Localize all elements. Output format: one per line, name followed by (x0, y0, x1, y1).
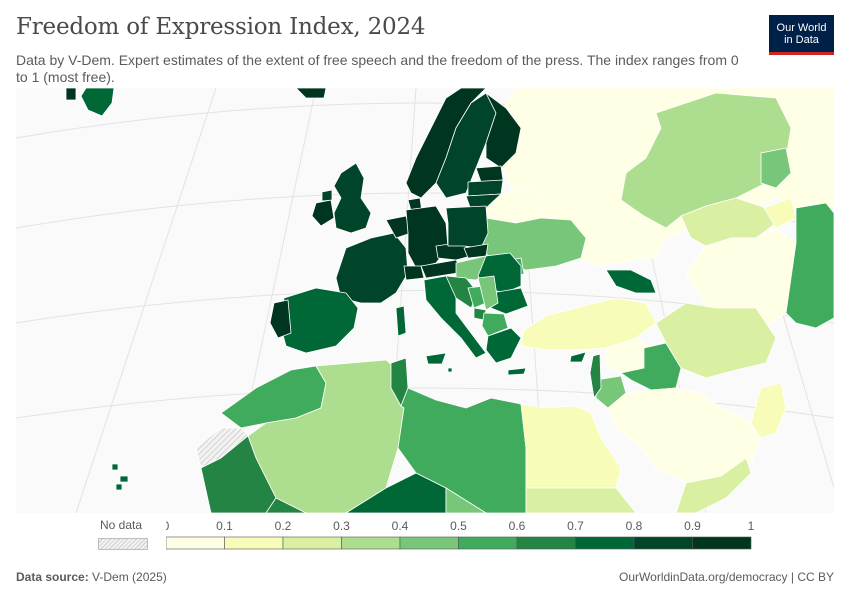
legend-bin[interactable] (399, 536, 459, 550)
region-iran-west[interactable] (655, 302, 777, 379)
source-label: Data source: (16, 570, 89, 584)
legend-tick-label: 0.5 (450, 519, 467, 533)
source-value[interactable]: V-Dem (2025) (92, 570, 167, 584)
region-poland[interactable] (445, 205, 489, 249)
region-sudan[interactable] (525, 487, 637, 513)
chart-title: Freedom of Expression Index, 2024 (16, 14, 426, 40)
region-malta[interactable] (447, 367, 453, 373)
legend-bin[interactable] (633, 536, 693, 550)
region-yemen[interactable] (675, 457, 752, 513)
legend-no-data-swatch[interactable] (98, 538, 148, 550)
legend-tick-label: 0.4 (392, 519, 409, 533)
legend-no-data-label: No data (100, 518, 143, 532)
region-central-asia[interactable] (680, 197, 777, 247)
region-iceland-west[interactable] (65, 88, 77, 101)
legend-bin[interactable] (282, 536, 342, 550)
region-caucasus[interactable] (605, 269, 657, 294)
legend-bin[interactable] (224, 536, 284, 550)
legend-tick-label: 0.7 (567, 519, 584, 533)
region-iberia[interactable] (280, 287, 359, 354)
region-n-ireland[interactable] (321, 189, 333, 202)
region-canary-islands[interactable] (111, 463, 119, 471)
region-egypt[interactable] (520, 403, 622, 489)
legend-tick-label: 0.2 (275, 519, 292, 533)
legend-bin[interactable] (458, 536, 518, 550)
region-sardinia[interactable] (395, 305, 407, 337)
legend-tick-label: 0.6 (509, 519, 526, 533)
footer-link[interactable]: OurWorldinData.org/democracy | CC BY (619, 570, 834, 584)
region-portugal[interactable] (269, 299, 292, 339)
region-turkey[interactable] (520, 297, 657, 351)
region-estonia[interactable] (475, 165, 504, 183)
region-israel[interactable] (589, 353, 602, 399)
region-oman-uae[interactable] (750, 382, 787, 439)
legend-bin[interactable] (341, 536, 401, 550)
region-sicily[interactable] (425, 352, 447, 365)
legend-tick-label: 0 (166, 519, 170, 533)
region-greece[interactable] (485, 327, 522, 364)
region-albania-macedonia[interactable] (481, 312, 509, 337)
region-cyprus[interactable] (569, 351, 587, 363)
legend-tick-label: 0.1 (216, 519, 233, 533)
region-canary-islands-2[interactable] (119, 475, 129, 483)
legend-tick-label: 1 (748, 519, 755, 533)
region-latvia[interactable] (467, 179, 504, 197)
region-france[interactable] (335, 232, 409, 304)
region-mauritania[interactable] (200, 435, 277, 513)
choropleth-map[interactable] (16, 88, 834, 513)
legend-bin[interactable] (516, 536, 576, 550)
legend-tick-label: 0.8 (626, 519, 643, 533)
logo-line-2: in Data (784, 33, 819, 46)
region-pakistan[interactable] (785, 202, 834, 329)
legend-bin[interactable] (575, 536, 635, 550)
region-faroe[interactable] (295, 88, 327, 99)
legend-bin[interactable] (692, 536, 752, 550)
legend-tick-label: 0.3 (333, 519, 350, 533)
region-chad[interactable] (445, 487, 487, 513)
legend-color-scale: 0 0.1 0.2 0.3 0.4 0.5 0.6 0.7 0.8 0.9 1 (166, 519, 755, 550)
region-united-kingdom[interactable] (333, 162, 372, 234)
region-kyrgyzstan[interactable] (760, 147, 792, 189)
logo-line-1: Our World (776, 21, 827, 34)
region-mali[interactable] (265, 497, 307, 513)
region-switzerland[interactable] (403, 265, 425, 281)
footer-source: Data source: V-Dem (2025) (16, 570, 167, 584)
region-crete[interactable] (507, 367, 527, 376)
chart-subtitle: Data by V-Dem. Expert estimates of the e… (16, 52, 739, 85)
region-canary-islands-3[interactable] (115, 483, 123, 491)
map-area[interactable] (16, 88, 834, 513)
region-serbia[interactable] (477, 275, 499, 311)
region-niger[interactable] (345, 472, 447, 513)
region-iceland[interactable] (80, 88, 115, 117)
owid-logo[interactable]: Our World in Data (769, 15, 834, 55)
legend-bin[interactable] (166, 536, 225, 550)
legend-tick-label: 0.9 (684, 519, 701, 533)
legend: No data 0 0.1 0.2 0.3 0.4 0.5 0.6 0.7 0.8 0.9 1 (96, 515, 756, 555)
